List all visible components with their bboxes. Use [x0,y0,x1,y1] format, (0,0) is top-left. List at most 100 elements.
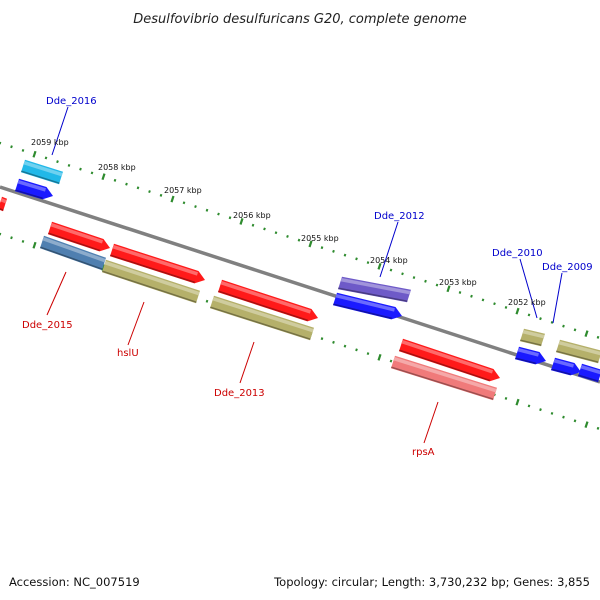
minor-tick [113,178,117,182]
minor-tick [274,231,278,235]
minor-tick [366,352,370,356]
minor-tick [148,190,151,194]
minor-tick [263,227,266,231]
minor-tick [458,291,462,294]
major-tick [32,150,37,158]
minor-tick [527,313,531,317]
scale-label: 2055 kbp [301,234,339,243]
gene-dde-2009b [551,357,581,376]
minor-tick [332,249,335,253]
minor-tick [504,396,508,400]
gene-dde-2009 [556,339,600,364]
minor-tick [286,234,289,238]
gene-red-2015 [48,221,110,252]
minor-tick [550,411,554,415]
gene-label[interactable]: Dde_2013 [214,388,265,399]
gene-dde-2013 [210,295,314,341]
forward-tick-track [0,141,600,339]
major-tick [584,330,589,337]
minor-tick [504,305,508,309]
leader-dde-2016 [51,106,69,156]
major-tick [101,173,106,181]
minor-tick [44,156,48,160]
gene-dde-2009c [578,363,600,383]
minor-tick [343,344,347,348]
minor-tick [366,261,370,265]
minor-tick [205,299,209,303]
scale-label: 2058 kbp [98,163,136,172]
minor-tick [228,216,232,220]
minor-tick [21,148,25,152]
minor-tick [562,324,565,328]
minor-tick [21,239,25,243]
major-tick [515,398,520,406]
minor-tick [573,328,577,332]
minor-tick [527,404,531,408]
gene-label[interactable]: Dde_2016 [46,96,97,107]
gene-rpsa [391,355,497,401]
minor-tick [217,212,220,216]
major-tick [446,285,451,293]
minor-tick [539,317,542,321]
gene-red-hslu [110,243,205,284]
minor-tick [424,279,427,283]
minor-tick [412,276,416,280]
minor-tick [355,348,358,352]
minor-tick [79,167,82,171]
minor-tick [320,337,324,341]
minor-tick [470,294,473,298]
genome-summary-text: Topology: circular; Length: 3,730,232 bp… [273,575,590,589]
gene-red-rpsa [399,338,500,382]
label-leaders [46,106,563,444]
minor-tick [389,268,393,272]
scale-label: 2054 kbp [370,256,408,265]
gene-dde-2010 [520,328,545,347]
minor-tick [10,236,13,240]
gene-partial-left [0,196,7,212]
major-tick [515,307,520,315]
gene-dde-2016 [21,159,63,185]
gene-dde-2015 [40,235,106,271]
minor-tick [481,298,485,302]
minor-tick [56,160,59,164]
accession-text: Accession: NC_007519 [9,575,140,589]
gene-blue-2016b [15,178,53,200]
major-tick [170,195,175,203]
gene-label[interactable]: Dde_2009 [542,262,593,273]
minor-tick [401,272,404,276]
gene-label[interactable]: Dde_2012 [374,211,425,222]
scale-label: 2052 kbp [508,298,546,307]
minor-tick [389,359,393,363]
gene-features [0,159,600,401]
gene-label[interactable]: Dde_2015 [22,320,73,331]
gene-label[interactable]: hslU [117,348,139,359]
gene-dde-2012b [333,292,402,320]
major-tick [584,421,589,428]
major-tick [32,241,37,249]
minor-tick [435,283,439,287]
major-tick [377,353,382,361]
minor-tick [596,335,600,339]
minor-tick [343,253,347,257]
genome-backbone [0,185,600,384]
map-labels: 2059 kbp 2058 kbp 2057 kbp 2056 kbp 2055 kbp… [22,96,593,458]
leader-dde-2012 [379,221,399,278]
leader-dde-2015 [46,271,67,316]
major-tick [308,240,313,248]
scale-label: 2053 kbp [439,278,477,287]
minor-tick [355,257,358,261]
major-tick [239,218,244,225]
gene-label[interactable]: Dde_2010 [492,248,543,259]
minor-tick [493,302,496,306]
minor-tick [539,408,542,412]
minor-tick [562,415,565,419]
minor-tick [297,238,301,242]
gene-red-2013 [218,279,318,322]
scale-label: 2056 kbp [233,211,271,220]
minor-tick [182,201,186,205]
minor-tick [125,182,128,186]
scale-label: 2059 kbp [31,138,69,147]
minor-tick [159,193,163,197]
gene-label[interactable]: rpsA [412,447,435,458]
